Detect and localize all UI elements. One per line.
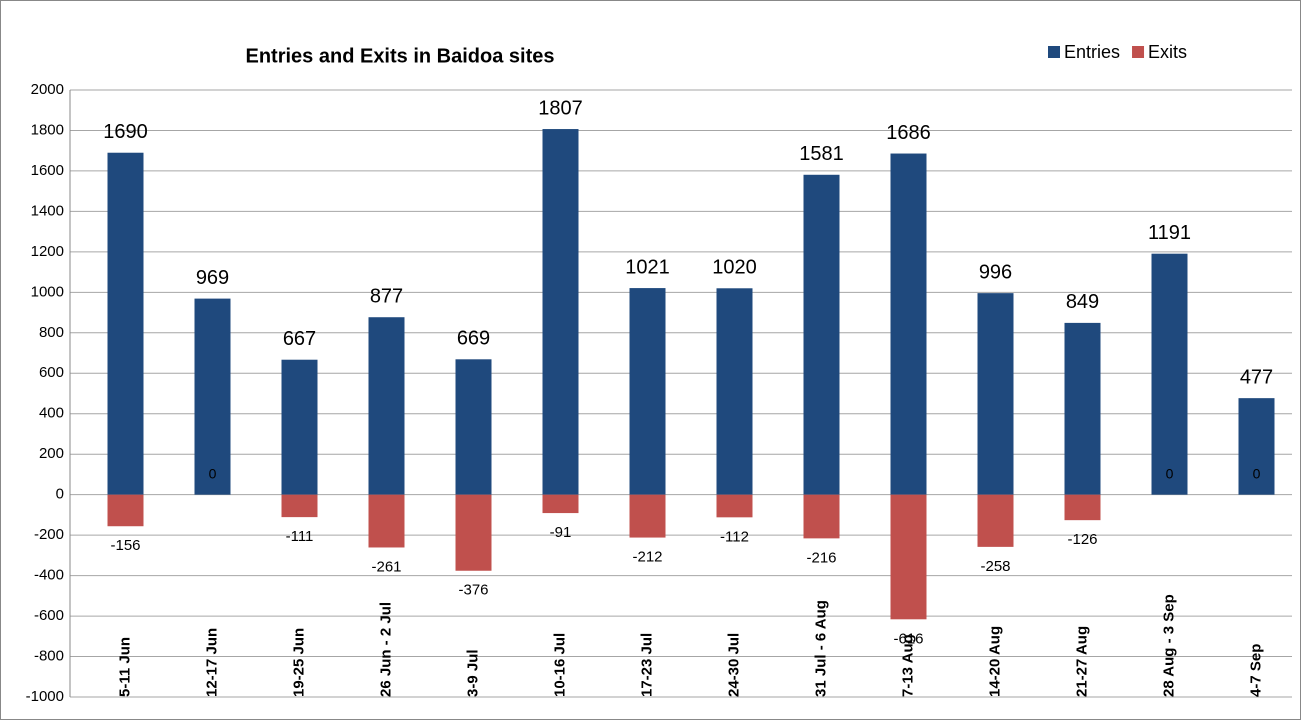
x-tick-label: 17-23 Jul xyxy=(638,633,655,697)
bar xyxy=(107,152,144,495)
bar xyxy=(368,494,405,548)
y-tick-label: -1000 xyxy=(26,688,64,705)
bar xyxy=(107,494,144,527)
data-label: 1807 xyxy=(538,97,583,119)
data-label: 1021 xyxy=(625,256,670,278)
data-label: -212 xyxy=(632,549,662,566)
data-label: -112 xyxy=(720,528,749,545)
data-label: -111 xyxy=(286,528,314,545)
data-label: 477 xyxy=(1240,366,1273,388)
data-label: 0 xyxy=(1253,465,1261,481)
chart-title: Entries and Exits in Baidoa sites xyxy=(246,45,555,67)
bar xyxy=(890,153,927,495)
data-label: -258 xyxy=(980,558,1010,575)
bar xyxy=(629,494,666,538)
data-label: 969 xyxy=(196,267,229,289)
bar xyxy=(194,298,231,495)
y-tick-label: 1200 xyxy=(31,243,64,260)
bar xyxy=(977,293,1014,495)
data-label: 1191 xyxy=(1148,222,1191,244)
y-tick-label: -200 xyxy=(34,526,64,543)
x-tick-label: 7-13 Aug xyxy=(899,634,916,697)
bar xyxy=(281,359,318,495)
x-tick-label: 19-25 Jun xyxy=(290,628,307,697)
y-tick-label: 400 xyxy=(39,405,64,422)
data-label: 1686 xyxy=(886,122,931,144)
bar xyxy=(455,359,492,495)
data-label: 1020 xyxy=(712,257,757,279)
x-tick-label: 4-7 Sep xyxy=(1247,644,1264,697)
legend-swatch xyxy=(1048,46,1060,58)
data-label: -616 xyxy=(893,630,923,647)
y-tick-label: 2000 xyxy=(31,81,64,98)
data-label: -376 xyxy=(458,582,488,599)
y-tick-label: 1400 xyxy=(31,202,64,219)
bar xyxy=(803,174,840,495)
y-tick-label: 1800 xyxy=(31,121,64,138)
bar xyxy=(716,288,753,495)
bar xyxy=(890,494,927,620)
data-label: -261 xyxy=(371,558,401,575)
x-tick-label: 5-11 Jun xyxy=(116,637,133,697)
x-tick-label: 24-30 Jul xyxy=(725,633,742,697)
data-label: 877 xyxy=(370,286,403,308)
data-label: -126 xyxy=(1067,531,1097,548)
x-tick-label: 21-27 Aug xyxy=(1073,626,1090,697)
data-label: 1581 xyxy=(799,143,844,165)
bar xyxy=(281,494,318,518)
data-label: -156 xyxy=(110,537,140,554)
x-tick-label: 26 Jun - 2 Jul xyxy=(377,602,394,697)
bar xyxy=(542,494,579,514)
bar xyxy=(977,494,1014,547)
data-label: 667 xyxy=(283,328,316,350)
bar xyxy=(1064,322,1101,495)
bar xyxy=(629,288,666,495)
x-tick-label: 14-20 Aug xyxy=(986,626,1003,697)
x-tick-label: 31 Jul - 6 Aug xyxy=(812,600,829,697)
data-label: 0 xyxy=(1166,465,1174,481)
y-tick-label: 1600 xyxy=(31,162,64,179)
bar xyxy=(1064,494,1101,521)
x-tick-label: 10-16 Jul xyxy=(551,633,568,697)
y-tick-label: -800 xyxy=(34,648,64,665)
bar xyxy=(716,494,753,518)
y-tick-label: 0 xyxy=(56,486,64,503)
data-label: 996 xyxy=(979,261,1012,283)
x-tick-label: 28 Aug - 3 Sep xyxy=(1160,594,1177,697)
y-tick-label: -400 xyxy=(34,567,64,584)
bar xyxy=(1151,253,1188,495)
legend-swatch xyxy=(1132,46,1145,58)
data-label: 1690 xyxy=(103,121,148,143)
bar xyxy=(803,494,840,539)
bar xyxy=(455,494,492,571)
data-label: 849 xyxy=(1066,291,1099,313)
data-label: -91 xyxy=(550,524,572,541)
bar xyxy=(542,129,579,495)
data-label: -216 xyxy=(806,549,836,566)
y-tick-label: 200 xyxy=(39,445,64,462)
bar xyxy=(368,317,405,495)
y-tick-label: -600 xyxy=(34,607,64,624)
legend-label: Entries xyxy=(1064,42,1120,62)
y-tick-label: 800 xyxy=(39,324,64,341)
data-label: 669 xyxy=(457,328,490,350)
y-tick-label: 600 xyxy=(39,364,64,381)
x-tick-label: 12-17 Jun xyxy=(203,628,220,697)
y-tick-label: 1000 xyxy=(31,283,64,300)
x-tick-label: 3-9 Jul xyxy=(464,649,481,697)
legend-label: Exits xyxy=(1148,42,1187,62)
bar xyxy=(1238,398,1275,495)
data-label: 0 xyxy=(209,465,217,481)
